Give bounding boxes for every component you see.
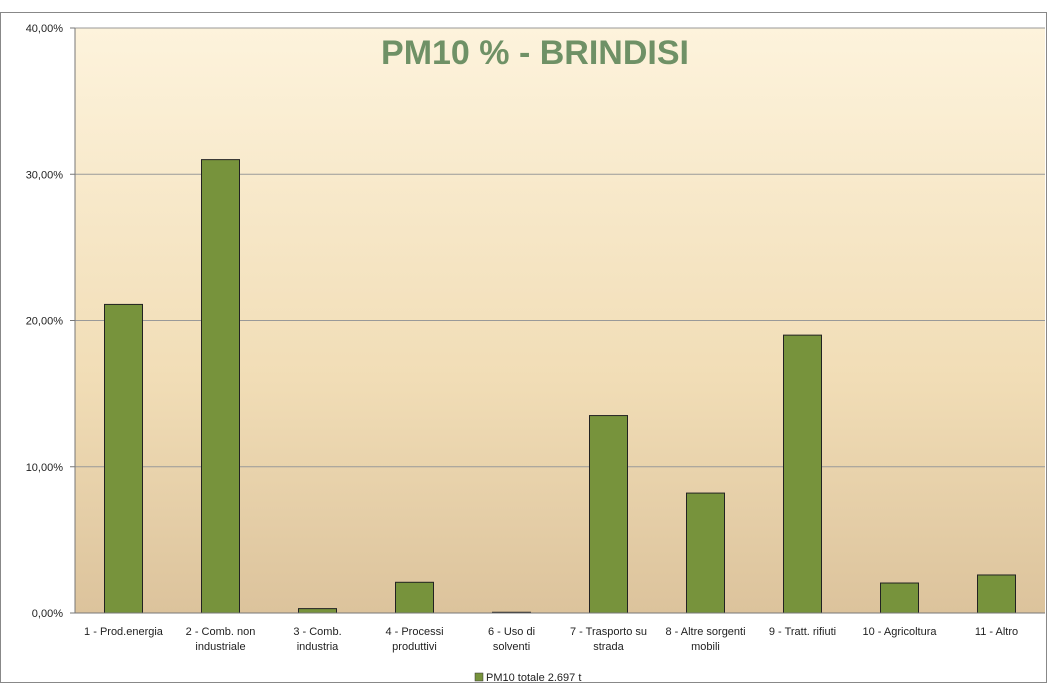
x-tick-label: 8 - Altre sorgenti mobili bbox=[665, 626, 745, 653]
y-tick-label: 10,00% bbox=[26, 462, 64, 474]
x-tick-label: 1 - Prod.energia bbox=[84, 626, 164, 638]
frame bbox=[0, 12, 1047, 683]
bar bbox=[298, 608, 337, 614]
bar bbox=[201, 159, 240, 614]
legend-swatch bbox=[474, 672, 484, 682]
x-tick-label: 9 - Tratt. rifiuti bbox=[769, 626, 836, 638]
x-tick-label: 11 - Altro bbox=[975, 626, 1018, 638]
bar bbox=[395, 581, 434, 614]
y-tick-label: 0,00% bbox=[32, 608, 63, 620]
legend-label: PM10 totale 2.697 t bbox=[486, 672, 581, 684]
bar bbox=[783, 334, 822, 614]
x-tick-label: 3 - Comb. industria bbox=[293, 626, 341, 653]
y-tick-label: 40,00% bbox=[26, 23, 64, 35]
chart-title: PM10 % - BRINDISI bbox=[381, 34, 689, 72]
x-tick-label: 4 - Processi produttivi bbox=[385, 626, 443, 653]
bar bbox=[589, 415, 628, 614]
bar bbox=[686, 492, 725, 614]
y-tick-label: 30,00% bbox=[26, 169, 64, 181]
bar bbox=[880, 582, 919, 614]
x-tick-label: 6 - Uso di solventi bbox=[488, 626, 535, 653]
y-tick-label: 20,00% bbox=[26, 316, 64, 328]
bar bbox=[104, 303, 143, 614]
x-tick-label: 7 - Trasporto su strada bbox=[570, 626, 647, 653]
bar bbox=[977, 574, 1016, 614]
x-tick-label: 10 - Agricoltura bbox=[863, 626, 938, 638]
x-tick-label: 2 - Comb. non industriale bbox=[186, 626, 256, 653]
